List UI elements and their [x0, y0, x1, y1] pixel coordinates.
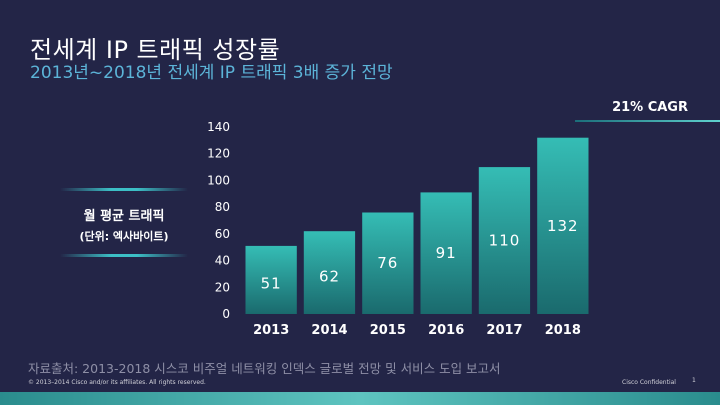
bar-2016 — [420, 192, 472, 314]
bar-2018 — [537, 137, 589, 314]
bar-2017 — [478, 167, 531, 314]
x-tick-label: 2014 — [311, 323, 347, 338]
copyright-text: © 2013–2014 Cisco and/or its affiliates.… — [28, 379, 206, 386]
bar-2014 — [303, 231, 356, 314]
x-tick-label: 2016 — [428, 323, 464, 338]
y-legend-title: 월 평균 트래픽 — [83, 209, 165, 224]
bar-value-label: 76 — [377, 254, 398, 272]
footer-strip — [0, 392, 720, 405]
y-tick-label: 60 — [215, 227, 230, 241]
y-tick-label: 100 — [207, 173, 230, 187]
y-tick-label: 40 — [215, 254, 230, 268]
bar-2013 — [245, 245, 297, 314]
cagr-label: 21% CAGR — [612, 100, 688, 115]
x-tick-label: 2017 — [486, 323, 522, 338]
bar-value-label: 110 — [489, 232, 521, 250]
source-note: 자료출처: 2013-2018 시스코 비주얼 네트워킹 인덱스 글로벌 전망 … — [28, 361, 501, 376]
legend-top-rule — [60, 188, 188, 191]
page-number: 1 — [692, 377, 696, 384]
y-tick-label: 120 — [207, 147, 230, 161]
x-tick-label: 2013 — [253, 323, 289, 338]
bar-2015 — [362, 212, 414, 314]
y-legend-unit: (단위: 엑사바이트) — [79, 230, 169, 243]
slide-subtitle: 2013년~2018년 전세계 IP 트래픽 3배 증가 전망 — [30, 63, 393, 83]
bar-value-label: 91 — [436, 244, 457, 262]
x-tick-label: 2015 — [370, 323, 406, 338]
bar-value-label: 51 — [261, 274, 282, 292]
bar-value-label: 132 — [547, 217, 579, 235]
y-tick-label: 80 — [215, 200, 230, 214]
cagr-underline — [575, 120, 720, 122]
slide-title: 전세계 IP 트래픽 성장률 — [30, 36, 281, 64]
y-tick-label: 140 — [207, 120, 230, 134]
y-tick-label: 20 — [215, 280, 230, 294]
legend-bottom-rule — [60, 254, 188, 257]
y-axis-legend: 월 평균 트래픽 (단위: 엑사바이트) — [60, 188, 188, 257]
confidential-label: Cisco Confidential — [622, 379, 676, 386]
bar-value-label: 62 — [319, 268, 340, 286]
x-tick-label: 2018 — [545, 323, 581, 338]
y-tick-label: 0 — [222, 307, 230, 321]
